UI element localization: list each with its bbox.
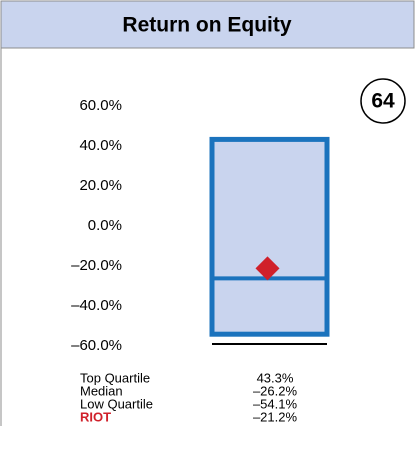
y-tick-label: –60.0% (71, 337, 122, 354)
legend-label: Top Quartile (80, 370, 150, 385)
y-tick-label: –20.0% (71, 257, 122, 274)
marker (255, 256, 280, 281)
badge-circle (360, 78, 406, 124)
legend-value: –54.1% (253, 396, 298, 411)
legend-value: 43.3% (257, 370, 294, 385)
legend-value: –26.2% (253, 383, 298, 398)
y-tick-label: 60.0% (79, 97, 122, 114)
y-tick-label: –40.0% (71, 297, 122, 314)
legend-value: –21.2% (253, 409, 298, 424)
y-tick-label: 0.0% (88, 217, 122, 234)
box (209, 136, 330, 337)
y-tick-label: 40.0% (79, 137, 122, 154)
y-tick-label: 20.0% (79, 177, 122, 194)
legend-label: Median (80, 383, 123, 398)
legend-label: RIOT (80, 409, 111, 424)
legend-label: Low Quartile (80, 396, 153, 411)
badge: 64 (371, 90, 395, 113)
header (0, 0, 415, 49)
chart-title: Return on Equity (122, 14, 291, 37)
